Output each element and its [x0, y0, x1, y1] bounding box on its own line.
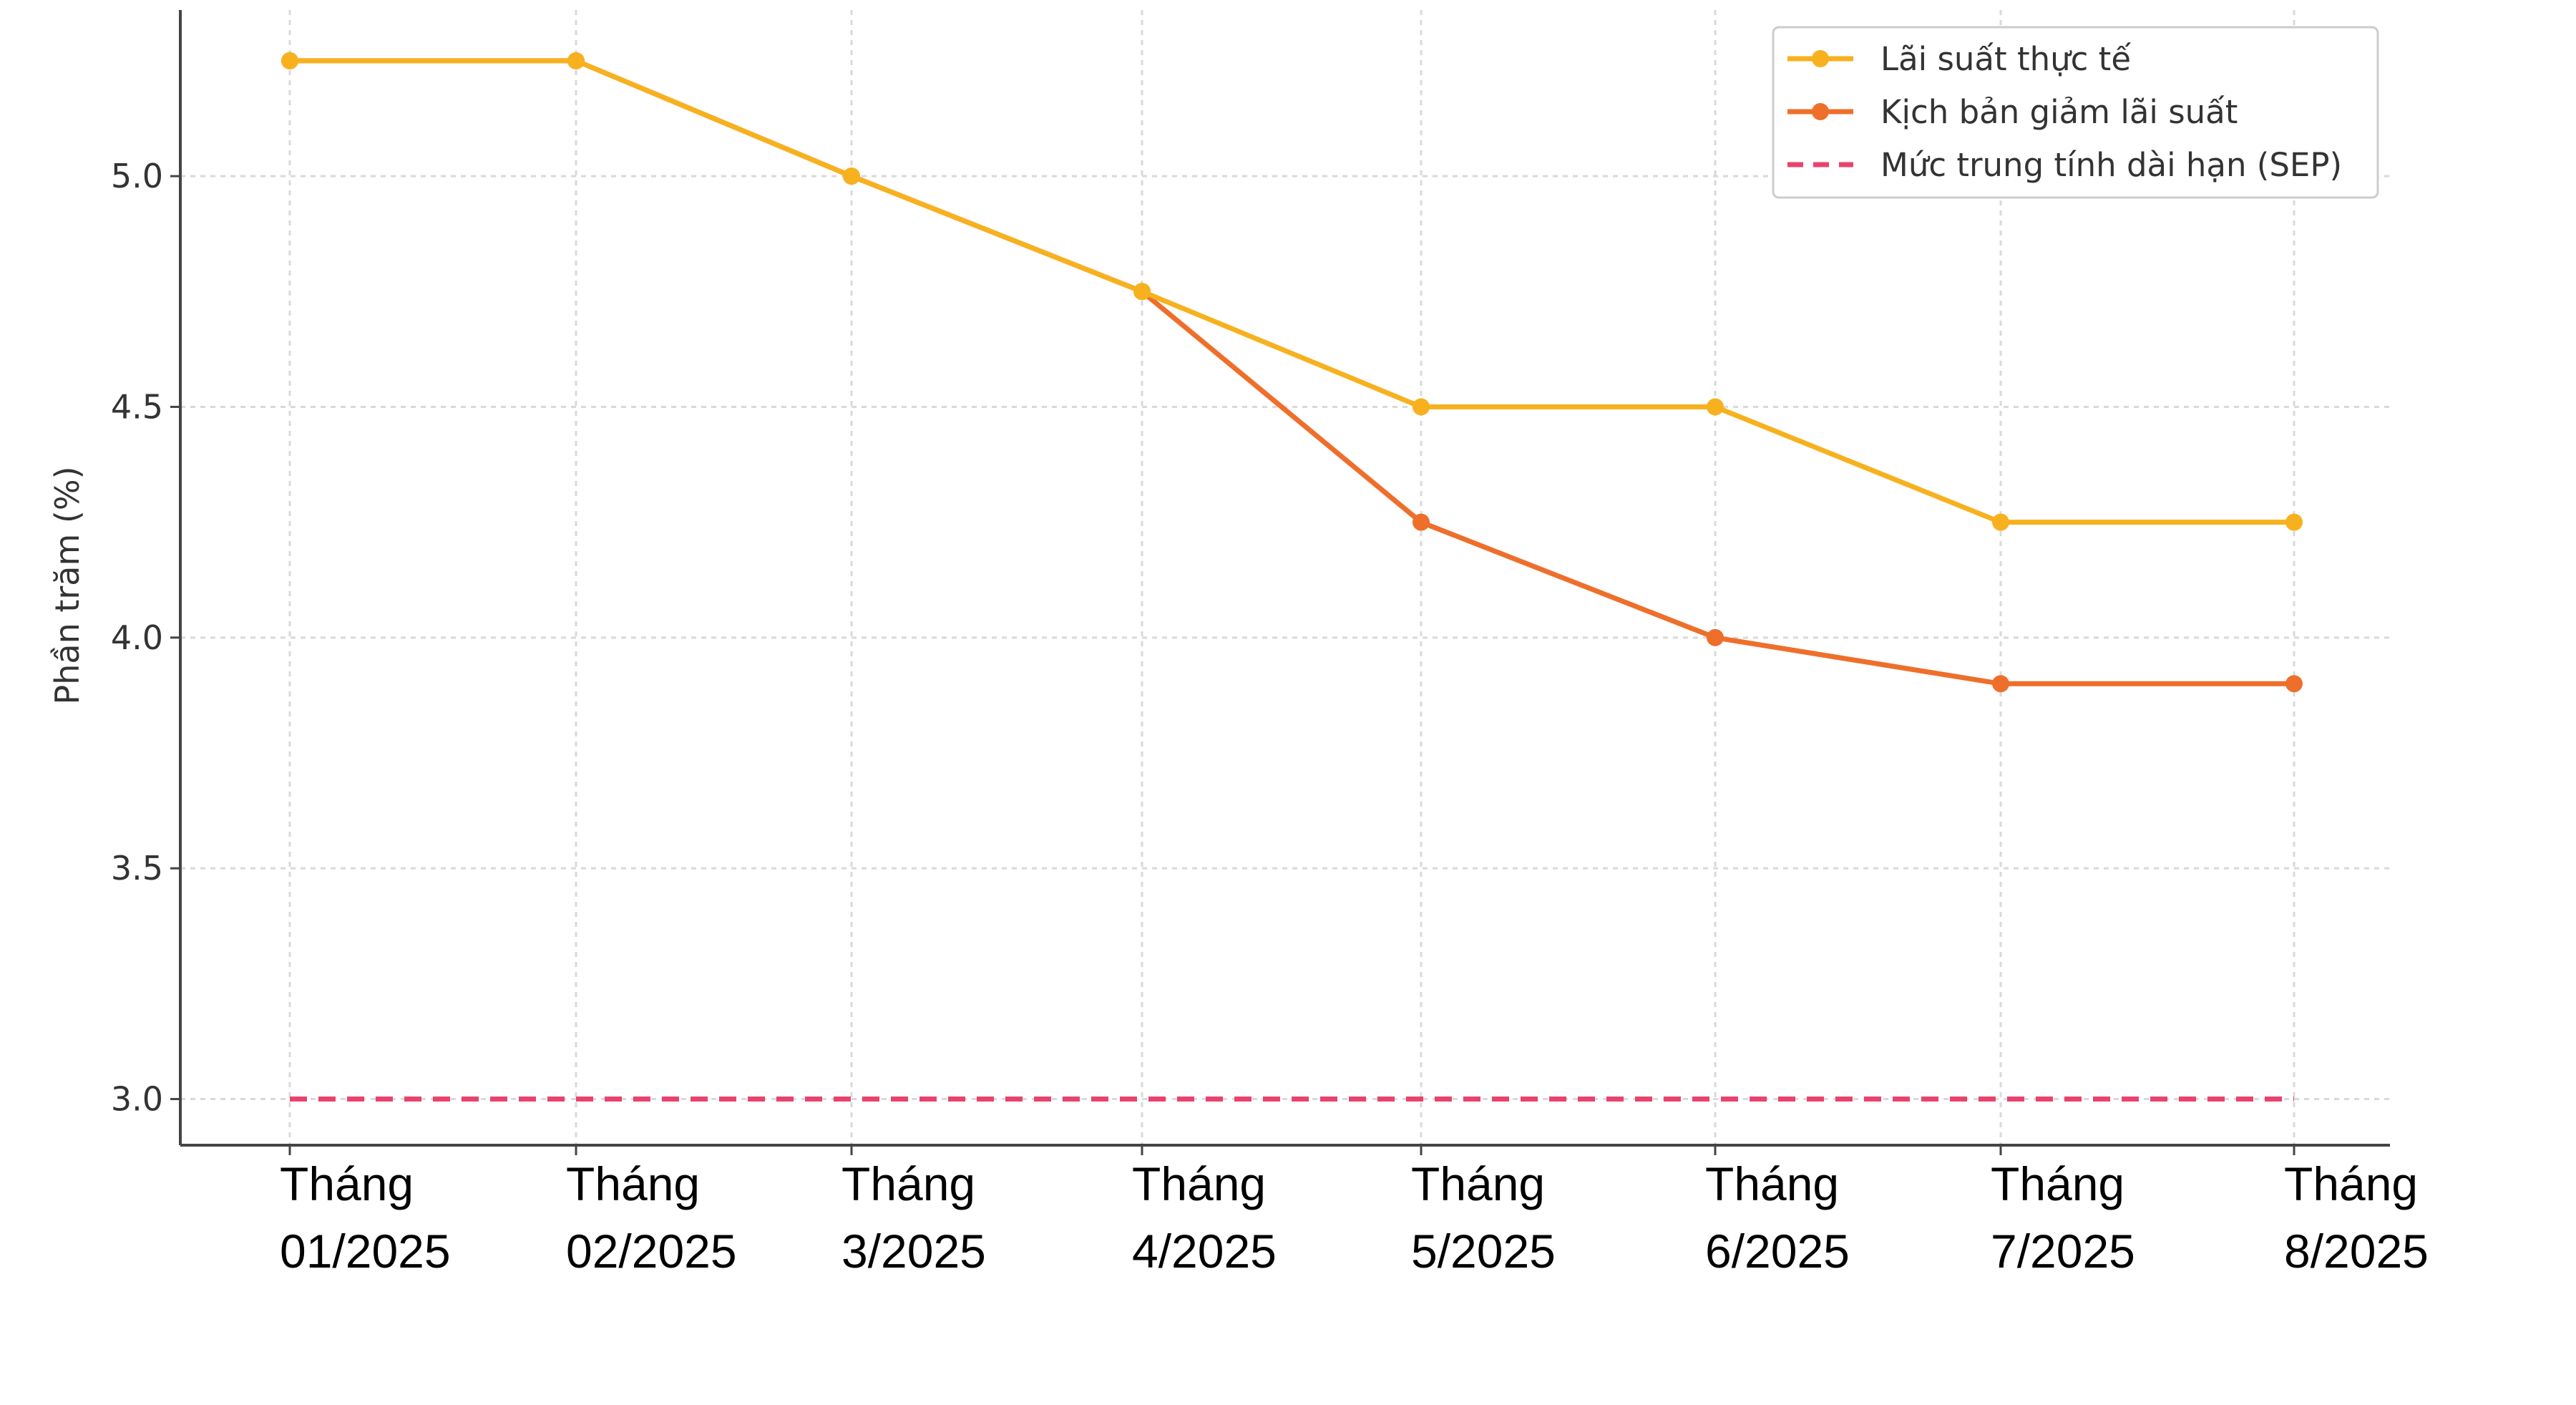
y-tick-label: 4.0 [111, 618, 163, 657]
data-point-series-0 [843, 167, 860, 185]
y-tick-label: 3.0 [111, 1080, 163, 1119]
x-tick-label: Tháng 4/2025 [1132, 1157, 1277, 1278]
legend-entry: Mức trung tính dài hạn (SEP) [1880, 146, 2342, 184]
x-tick-label: Tháng 7/2025 [1991, 1157, 2135, 1278]
legend: Lãi suất thực tế Kịch bản giảm lãi suất Mứ… [1772, 26, 2379, 199]
legend-box [1772, 26, 2379, 199]
data-point-series-0 [281, 52, 298, 69]
x-tick-label: Tháng 02/2025 [566, 1157, 737, 1278]
y-axis-label: Phần trăm (%) [48, 466, 87, 704]
legend-marker [1812, 50, 1829, 67]
y-tick-label: 3.5 [111, 849, 163, 888]
legend-marker [1812, 103, 1829, 120]
series-line-0 [287, 58, 2297, 525]
data-point-series-1 [1707, 628, 1724, 646]
data-point-series-1 [2285, 675, 2303, 693]
x-tick-label: Tháng 01/2025 [280, 1157, 451, 1278]
data-point-series-0 [2285, 513, 2303, 531]
x-tick-label: Tháng 8/2025 [2284, 1157, 2429, 1278]
y-tick-label: 4.5 [111, 387, 163, 426]
y-tick-label: 5.0 [111, 157, 163, 195]
x-tick-label: Tháng 3/2025 [841, 1157, 986, 1278]
x-tick-label: Tháng 6/2025 [1705, 1157, 1850, 1278]
data-point-series-1 [1992, 675, 2009, 693]
legend-entry: Kịch bản giảm lãi suất [1880, 93, 2238, 131]
data-point-series-1 [1413, 513, 1430, 531]
data-point-series-0 [1707, 398, 1724, 416]
legend-entry: Lãi suất thực tế [1880, 40, 2131, 78]
series-group [281, 52, 2303, 1102]
data-point-series-0 [1133, 283, 1151, 301]
x-tick-label: Tháng 5/2025 [1411, 1157, 1556, 1278]
data-point-series-0 [567, 52, 585, 69]
axis-labels: 3.0 3.5 4.0 4.5 5.0 Tháng 01/2025 Tháng 02/2025 T… [111, 157, 2429, 1278]
data-point-series-0 [1413, 398, 1430, 416]
data-point-series-0 [1992, 513, 2009, 531]
axes [170, 10, 2390, 1155]
